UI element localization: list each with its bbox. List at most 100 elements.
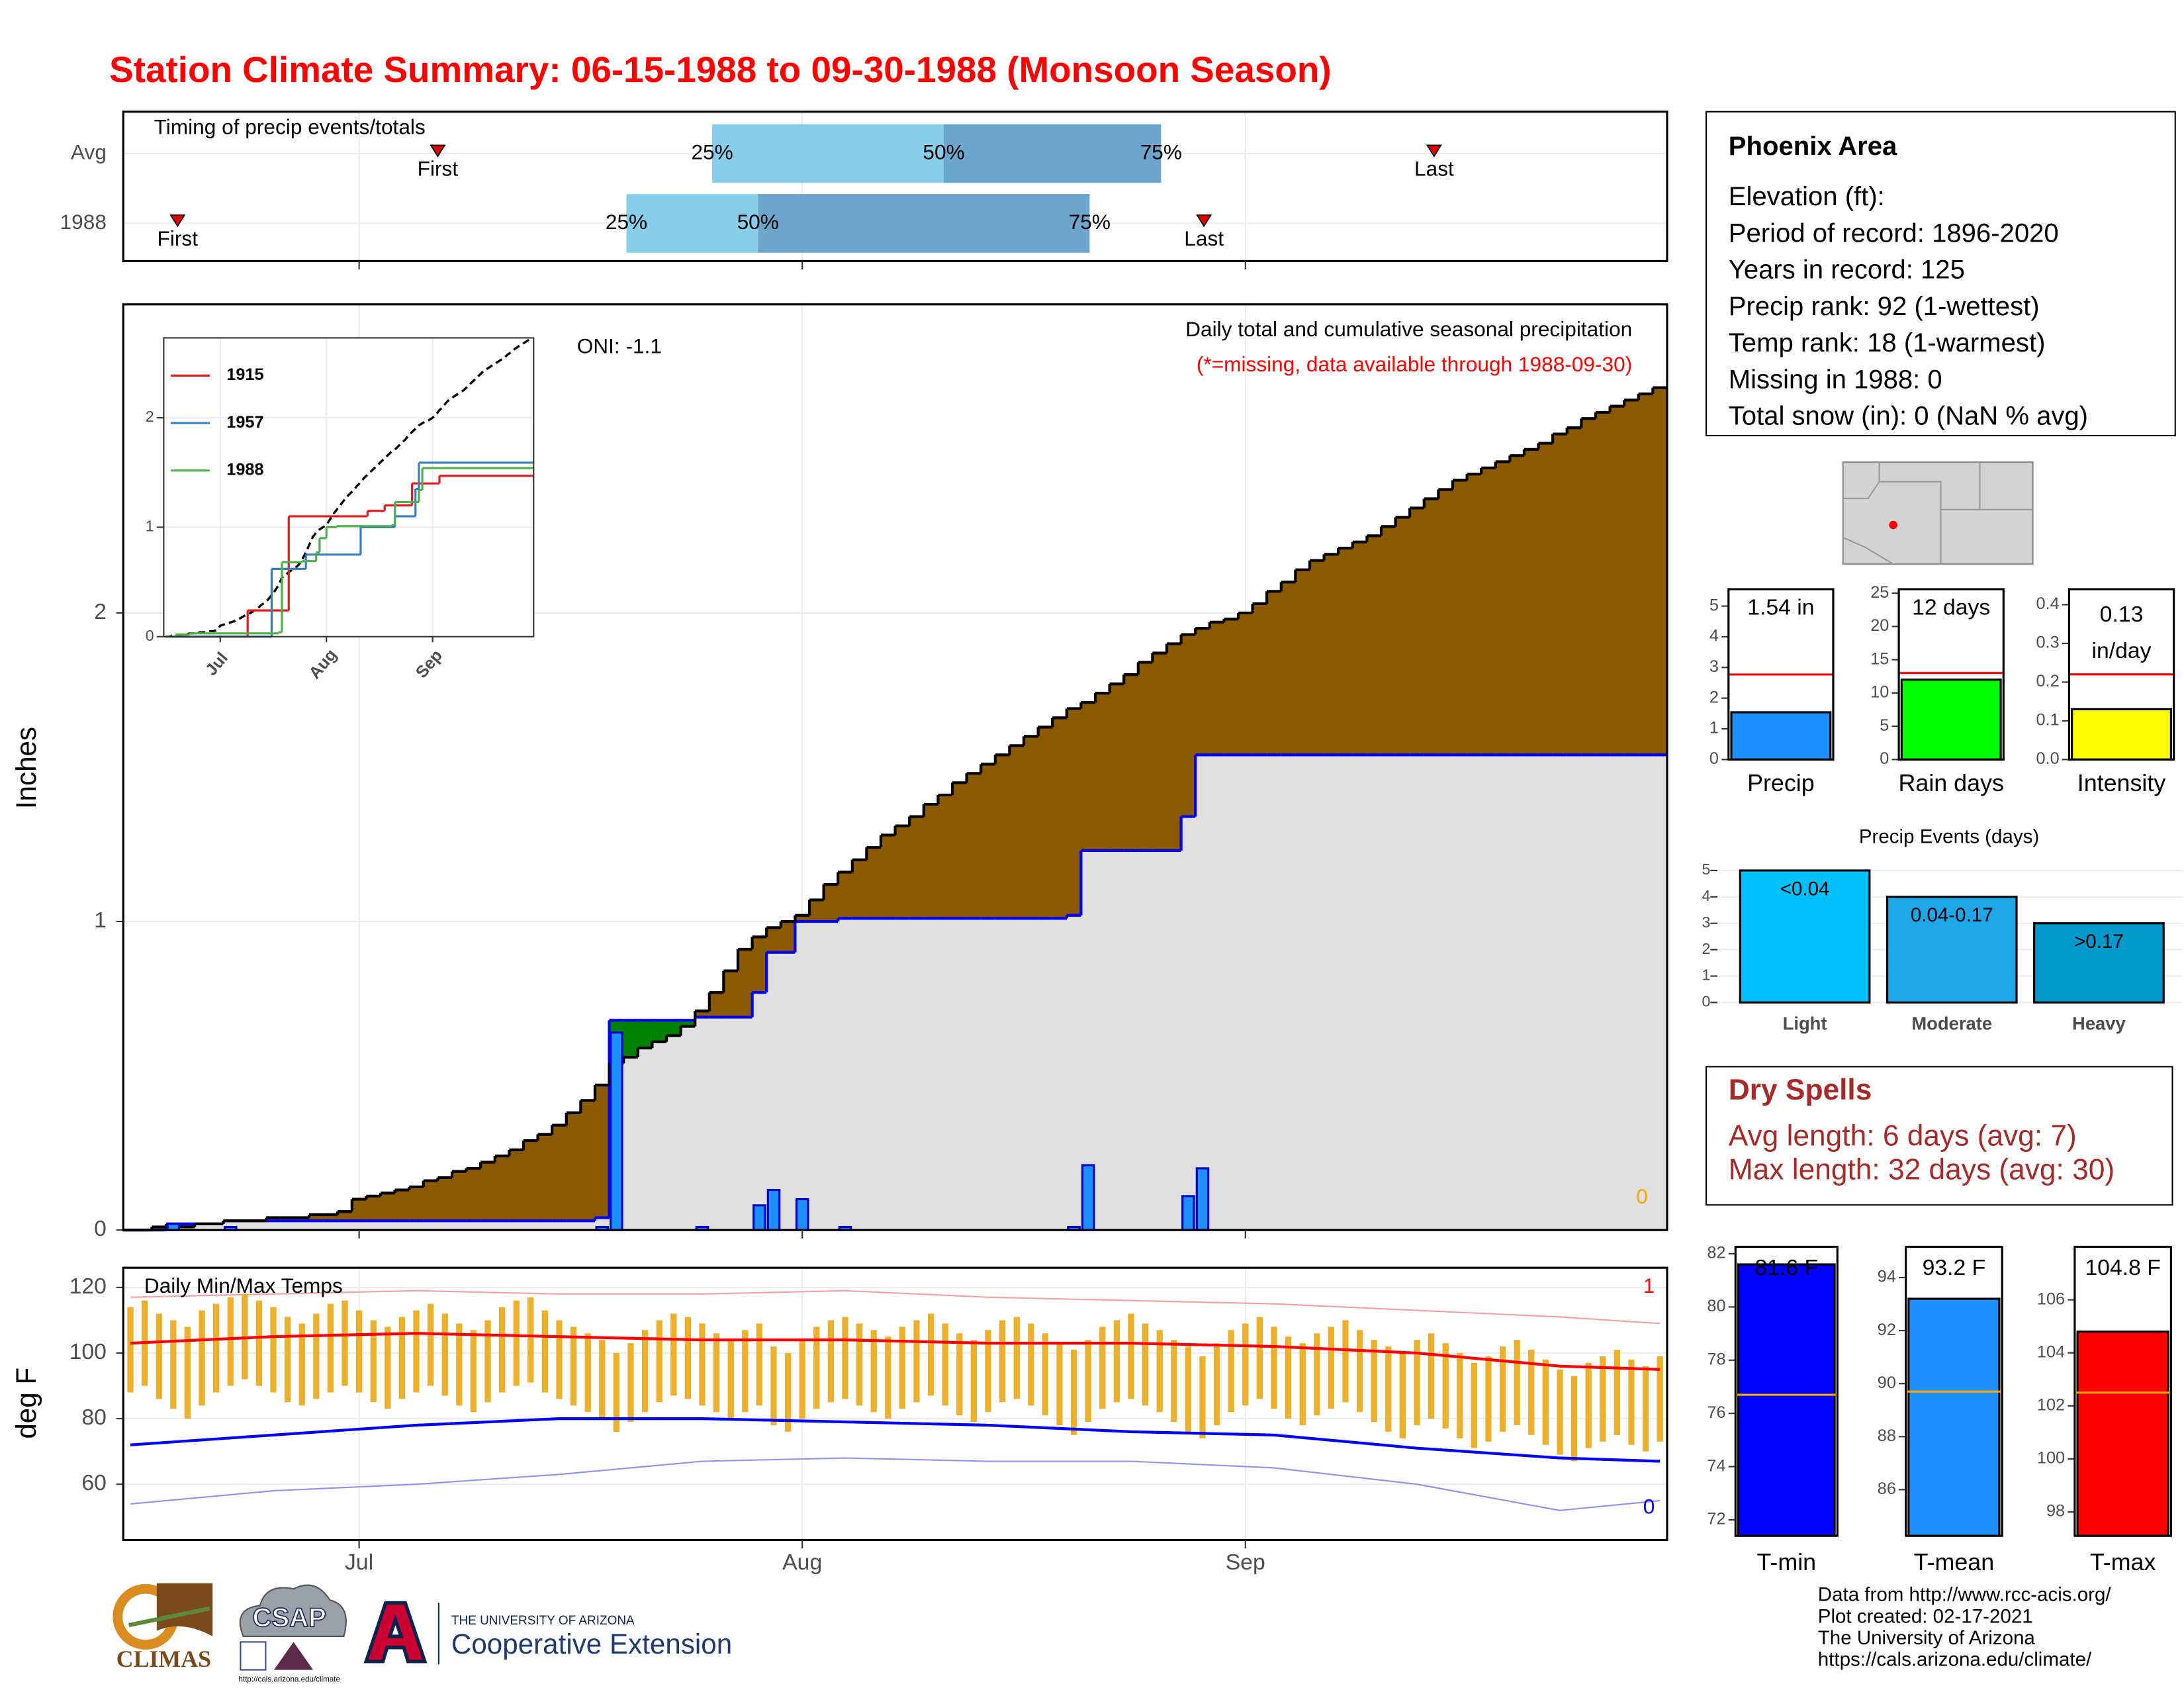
deficit-area: [1038, 727, 1054, 919]
deficit-area: [1024, 736, 1039, 919]
cumulative-base: [1281, 755, 1297, 1231]
deficit-area: [152, 1227, 167, 1231]
cumulative-base: [623, 1057, 639, 1231]
deficit-area: [1238, 612, 1253, 755]
cumulative-base: [537, 1221, 553, 1231]
bar: [1886, 896, 2018, 1004]
deficit-area: [494, 1156, 510, 1221]
cumulative-base: [409, 1221, 425, 1231]
category-label: T-min: [1757, 1549, 1817, 1575]
temp-range-bar: [1228, 1330, 1234, 1413]
deficit-area: [923, 804, 939, 919]
temp-range-bar: [513, 1300, 520, 1386]
deficit-area: [1481, 467, 1497, 755]
y-tick-label: 1: [1709, 719, 1719, 737]
deficit-area: [1052, 718, 1068, 919]
panel-title: Precip Events (days): [1859, 825, 2039, 847]
deficit-area: [1381, 526, 1396, 755]
deficit-area: [338, 1211, 353, 1221]
page-title: Station Climate Summary: 06-15-1988 to 0…: [109, 49, 1331, 90]
cumulative-base: [1481, 755, 1497, 1231]
temp-range-bar: [1499, 1346, 1506, 1432]
cumulative-base: [309, 1221, 324, 1231]
quartile-bar: [712, 124, 944, 183]
deficit-area: [1138, 662, 1154, 851]
quartile-label: 50%: [923, 140, 964, 164]
deficit-area: [309, 1214, 324, 1221]
cumulative-base: [809, 921, 825, 1231]
inset-frame: [163, 338, 534, 637]
deficit-area: [595, 1085, 610, 1218]
csap-cloud: [239, 1584, 347, 1638]
deficit-area: [1410, 508, 1426, 755]
cumulative-base: [680, 1026, 696, 1231]
panel-title: Daily total and cumulative seasonal prec…: [1185, 317, 1632, 341]
temp-range-bar: [1471, 1362, 1478, 1448]
daily-bar: [795, 1197, 809, 1231]
temp-range-bar: [842, 1317, 848, 1399]
deficit-area: [409, 1186, 425, 1221]
quartile-bar: [626, 194, 758, 253]
logos: CLIMAS CSAP http://cals.arizona.edu/clim…: [113, 1583, 732, 1683]
temp-range-bar: [456, 1323, 463, 1406]
cumulative-base: [1095, 850, 1111, 1231]
y-tick-label: 0: [1709, 749, 1719, 768]
y-tick-label: 20: [1870, 616, 1889, 635]
temp-range-bar: [298, 1323, 305, 1406]
daily-bar: [610, 1031, 623, 1231]
y-tick-label: 82: [1707, 1244, 1725, 1262]
cumulative-base: [1109, 850, 1125, 1231]
temp-range-bar: [427, 1303, 434, 1386]
temp-range-bar: [1542, 1359, 1549, 1445]
y-tick-label: 0.1: [2036, 711, 2059, 729]
temp-range-bar: [1428, 1333, 1435, 1419]
deficit-area: [1452, 480, 1468, 755]
cumulative-base: [1638, 755, 1654, 1231]
credits: Data from http://www.rcc-acis.org/Plot c…: [1818, 1584, 2112, 1671]
temp-range-bar: [270, 1307, 277, 1393]
info-line: Elevation (ft):: [1729, 182, 1885, 211]
deficit-area: [723, 970, 739, 1017]
quartile-label: 25%: [606, 210, 647, 234]
value-label: <0.04: [1780, 878, 1830, 900]
cumulative-base: [1166, 850, 1182, 1231]
cumulative-base: [1224, 755, 1240, 1231]
temp-range-bar: [1171, 1340, 1177, 1423]
y-tick-label: 74: [1707, 1456, 1725, 1475]
deficit-area: [523, 1141, 539, 1221]
category-label: Intensity: [2077, 770, 2166, 796]
credit-line: The University of Arizona: [1818, 1627, 2036, 1649]
panel-frame: [123, 1268, 1667, 1540]
cumulative-base: [494, 1221, 510, 1231]
temp-range-bar: [127, 1307, 134, 1393]
cumulative-base: [523, 1221, 539, 1231]
deficit-area: [437, 1177, 453, 1221]
event-marker: [1196, 214, 1212, 228]
state-border: [1843, 462, 1880, 500]
panel-title: Daily Min/Max Temps: [144, 1274, 343, 1297]
y-tick-label: 80: [81, 1405, 107, 1430]
dry-spell-line: Avg length: 6 days (avg: 7): [1729, 1120, 2077, 1152]
info-line: Missing in 1988: 0: [1729, 365, 1942, 394]
cumulative-base: [1510, 755, 1525, 1231]
deficit-area: [1181, 634, 1197, 817]
x-tick-label: Moderate: [1911, 1013, 1992, 1033]
y-tick-label: 0: [94, 1216, 107, 1241]
cumulative-base: [1309, 755, 1325, 1231]
cumulative-base: [323, 1221, 339, 1231]
y-tick-label: 0.3: [2036, 633, 2059, 652]
credit-line: Plot created: 02-17-2021: [1818, 1605, 2033, 1627]
deficit-area: [938, 794, 954, 919]
cumulative-base: [1367, 755, 1383, 1231]
mini-border: [1897, 588, 2005, 761]
deficit-area: [1195, 628, 1211, 755]
surplus-area: [652, 1020, 668, 1042]
deficit-area: [1124, 675, 1140, 851]
cumulative-base: [938, 918, 954, 1231]
deficit-area: [966, 773, 982, 919]
deficit-area: [780, 921, 796, 953]
y-tick-label: 120: [69, 1274, 107, 1299]
x-tick-label: Heavy: [2072, 1013, 2126, 1033]
y-tick-label: 5: [1880, 716, 1889, 735]
